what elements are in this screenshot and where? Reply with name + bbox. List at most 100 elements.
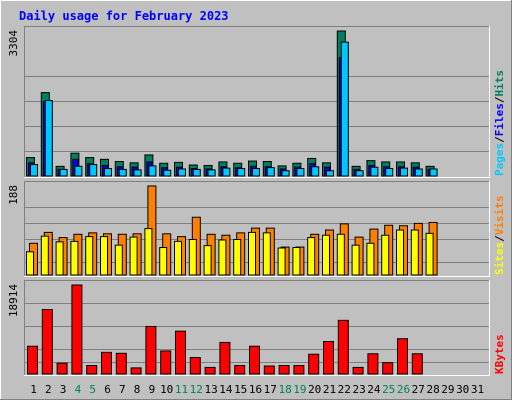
- hits-pages-bar-day-20: [311, 166, 320, 177]
- x-tick-label-day-27: 27: [412, 383, 425, 396]
- kbytes-kbytes-bar-day-3: [56, 362, 68, 375]
- hits-pages-bar-day-21: [326, 170, 334, 177]
- visits-sites-bar-day-23: [351, 244, 360, 276]
- hits-pages-bar-day-24: [370, 166, 379, 177]
- visits-sites-bar-day-8: [129, 236, 138, 276]
- hits-legend-part: Hits: [493, 70, 506, 97]
- x-tick-label-day-8: 8: [134, 383, 141, 396]
- visits-sites-bar-day-22: [336, 233, 345, 276]
- x-tick-label-day-3: 3: [60, 383, 67, 396]
- kbytes-kbytes-bar-day-7: [115, 352, 127, 375]
- kbytes-kbytes-bar-day-16: [249, 345, 260, 375]
- hits-pages-bar-day-10: [163, 169, 172, 177]
- x-tick-label-day-11: 11: [175, 383, 188, 396]
- kbytes-kbytes-bar-day-5: [86, 365, 98, 375]
- x-tick-label-day-18: 18: [278, 383, 291, 396]
- x-tick-label-day-9: 9: [149, 383, 156, 396]
- hits-pages-bar-day-17: [266, 167, 275, 177]
- hits-legend-label: Pages/Files/Hits: [493, 70, 506, 176]
- visits-sites-bar-day-6: [100, 236, 108, 276]
- x-tick-label-day-22: 22: [338, 383, 351, 396]
- hits-pages-bar-day-5: [89, 164, 98, 177]
- hits-pages-bar-day-6: [104, 168, 112, 177]
- kbytes-kbytes-bar-day-1: [27, 345, 38, 375]
- kbytes-kbytes-bar-day-8: [130, 367, 142, 375]
- kbytes-kbytes-bar-day-23: [352, 366, 364, 375]
- hits-legend-part: Pages: [493, 143, 506, 176]
- x-tick-label-day-24: 24: [367, 383, 381, 396]
- hits-pages-bar-day-27: [414, 168, 423, 177]
- visits-sites-bar-day-25: [381, 234, 390, 276]
- hits-pages-bar-day-8: [133, 169, 142, 177]
- visits-sites-bar-day-21: [322, 234, 330, 276]
- x-tick-label-day-26: 26: [397, 383, 410, 396]
- x-tick-label-day-4: 4: [75, 383, 82, 396]
- x-tick-label-day-1: 1: [30, 383, 37, 396]
- hits-pages-bar-day-23: [355, 170, 364, 177]
- hits-pages-bar-day-14: [222, 167, 231, 177]
- kbytes-kbytes-bar-day-6: [101, 351, 112, 375]
- hits-pages-bar-day-7: [118, 168, 127, 177]
- visits-legend-part: Visits: [493, 196, 506, 236]
- hits-pages-bar-day-28: [429, 168, 438, 177]
- visits-sites-bar-day-14: [218, 239, 227, 276]
- kbytes-kbytes-bar-day-2: [41, 309, 53, 375]
- kbytes-kbytes-bar-day-14: [219, 341, 231, 375]
- visits-sites-bar-day-3: [55, 241, 64, 276]
- visits-sites-bar-day-15: [233, 238, 242, 276]
- visits-sites-bar-day-10: [159, 247, 168, 276]
- kbytes-kbytes-bar-day-20: [308, 353, 320, 375]
- x-tick-label-day-15: 15: [234, 383, 247, 396]
- kbytes-kbytes-bar-day-15: [234, 365, 246, 375]
- x-tick-label-day-17: 17: [264, 383, 277, 396]
- visits-sites-bar-day-16: [248, 231, 256, 276]
- hits-ymax-label: 3304: [7, 30, 20, 57]
- hits-pages-bar-day-16: [252, 168, 260, 177]
- x-tick-label-day-14: 14: [219, 383, 233, 396]
- kbytes-kbytes-bar-day-4: [71, 284, 83, 375]
- visits-sites-bar-day-1: [26, 251, 34, 276]
- hits-legend-part: /: [493, 96, 506, 103]
- kbytes-ymax-label: 18914: [7, 284, 20, 317]
- hits-pages-bar-day-22: [340, 41, 349, 177]
- hits-pages-bar-day-15: [237, 168, 246, 177]
- visits-sites-bar-day-20: [307, 237, 316, 276]
- hits-pages-bar-day-19: [296, 168, 305, 177]
- kbytes-kbytes-bar-day-22: [337, 319, 349, 375]
- hits-pages-bar-day-1: [30, 164, 38, 177]
- visits-sites-bar-day-19: [292, 247, 301, 276]
- x-tick-label-day-2: 2: [45, 383, 52, 396]
- hits-pages-bar-day-12: [192, 168, 201, 177]
- kbytes-kbytes-bar-day-18: [278, 365, 290, 375]
- visits-sites-bar-day-9: [144, 228, 153, 276]
- x-tick-label-day-28: 28: [426, 383, 439, 396]
- hits-pages-bar-day-9: [148, 165, 157, 177]
- visits-sites-bar-day-28: [425, 232, 434, 276]
- hits-legend-part: Files: [493, 103, 506, 136]
- visits-ymax-label: 188: [7, 185, 20, 205]
- kbytes-kbytes-bar-day-17: [263, 365, 275, 375]
- visits-sites-bar-day-11: [174, 240, 182, 276]
- visits-legend-part: Sites: [493, 242, 506, 275]
- visits-sites-bar-day-7: [114, 244, 123, 276]
- x-tick-label-day-29: 29: [441, 383, 454, 396]
- kbytes-kbytes-bar-day-26: [397, 338, 408, 375]
- x-tick-label-day-16: 16: [249, 383, 262, 396]
- hits-pages-bar-day-4: [74, 165, 83, 177]
- x-tick-label-day-23: 23: [352, 383, 365, 396]
- hits-legend-part: /: [493, 136, 506, 143]
- x-tick-label-day-10: 10: [160, 383, 173, 396]
- visits-sites-bar-day-17: [262, 232, 271, 276]
- visits-legend-part: /: [493, 235, 506, 242]
- x-tick-label-day-25: 25: [382, 383, 395, 396]
- hits-pages-bar-day-2: [44, 100, 53, 177]
- hits-pages-bar-day-11: [178, 168, 186, 177]
- kbytes-kbytes-bar-day-19: [293, 365, 305, 375]
- visits-sites-bar-day-27: [410, 229, 419, 276]
- chart-title: Daily usage for February 2023: [19, 9, 229, 23]
- visits-sites-bar-day-18: [277, 247, 286, 276]
- x-tick-label-day-12: 12: [190, 383, 203, 396]
- x-tick-label-day-21: 21: [323, 383, 336, 396]
